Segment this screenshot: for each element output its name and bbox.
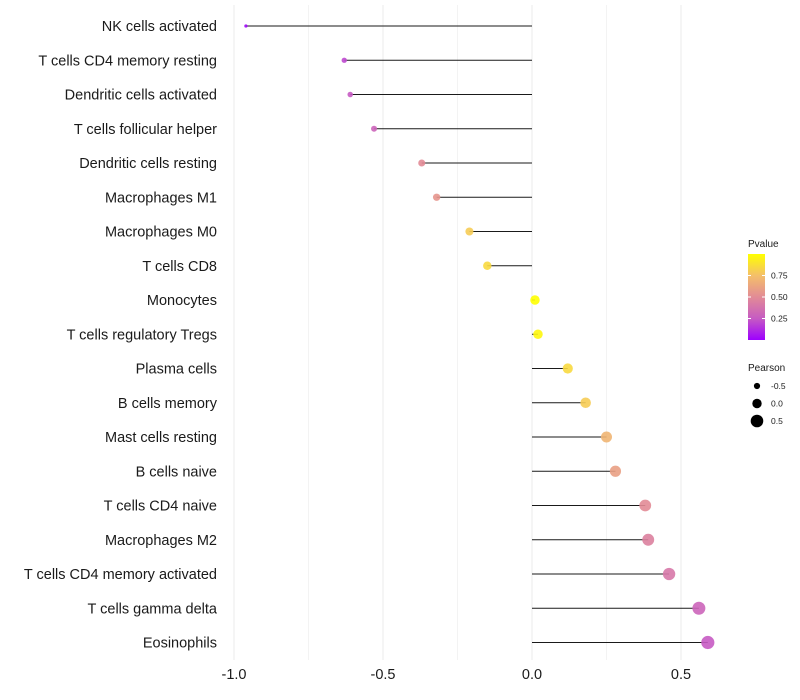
category-label: NK cells activated [102, 19, 217, 35]
pvalue-colorbar [748, 254, 765, 340]
pvalue-legend-label: 0.75 [771, 271, 788, 281]
category-label: T cells gamma delta [88, 601, 218, 617]
x-tick-label: 0.0 [522, 667, 542, 683]
point [432, 193, 441, 201]
point [601, 431, 612, 443]
point [530, 295, 540, 305]
pearson-legend-title: Pearson [748, 363, 785, 374]
x-tick-label: -1.0 [222, 667, 247, 683]
gridlines [233, 5, 682, 660]
point [642, 533, 655, 546]
points [244, 24, 715, 650]
category-label: Dendritic cells resting [79, 156, 217, 172]
point [465, 227, 474, 236]
category-axis: NK cells activated T cells CD4 memory res… [24, 19, 218, 652]
category-label: Eosinophils [143, 636, 217, 652]
x-tick-label: -0.5 [371, 667, 396, 683]
x-tick-label: 0.5 [671, 667, 691, 683]
point [533, 329, 543, 340]
point [639, 499, 652, 512]
point [562, 363, 573, 374]
point [692, 601, 706, 615]
point [244, 24, 248, 28]
point [580, 397, 591, 409]
pearson-legend-key [750, 414, 764, 428]
stems [245, 25, 708, 643]
point [371, 125, 378, 132]
pvalue-legend: Pvalue 0.25 0.50 0.75 [748, 239, 788, 340]
pvalue-legend-label: 0.50 [771, 292, 788, 302]
pearson-legend-key [753, 382, 761, 390]
category-label: Macrophages M0 [105, 225, 217, 241]
pvalue-legend-title: Pvalue [748, 239, 779, 250]
pearson-legend-label: -0.5 [771, 381, 786, 391]
pearson-legend-label: 0.0 [771, 399, 783, 409]
category-label: Macrophages M1 [105, 190, 217, 206]
point [701, 635, 715, 650]
point [483, 261, 492, 270]
category-label: T cells CD8 [142, 259, 217, 275]
category-label: T cells regulatory Tregs [67, 327, 217, 343]
category-label: B cells naive [136, 464, 217, 480]
category-label: Macrophages M2 [105, 533, 217, 549]
category-label: Monocytes [147, 293, 217, 309]
point [347, 91, 353, 98]
category-label: Mast cells resting [105, 430, 217, 446]
pearson-legend-label: 0.5 [771, 416, 783, 426]
category-label: T cells CD4 memory resting [38, 53, 217, 69]
point [609, 465, 622, 477]
point [341, 57, 347, 63]
category-label: T cells CD4 memory activated [24, 567, 217, 583]
category-label: T cells follicular helper [74, 122, 217, 138]
pearson-legend-key [752, 398, 762, 409]
point [662, 567, 676, 581]
point [418, 159, 426, 167]
category-label: T cells CD4 naive [104, 499, 217, 515]
pearson-legend: Pearson -0.5 0.0 0.5 [748, 363, 786, 428]
category-label: B cells memory [118, 396, 218, 412]
category-label: Plasma cells [136, 362, 217, 378]
x-axis: -1.0 -0.5 0.0 0.5 [222, 667, 692, 683]
category-label: Dendritic cells activated [65, 88, 217, 104]
pvalue-legend-label: 0.25 [771, 314, 788, 324]
